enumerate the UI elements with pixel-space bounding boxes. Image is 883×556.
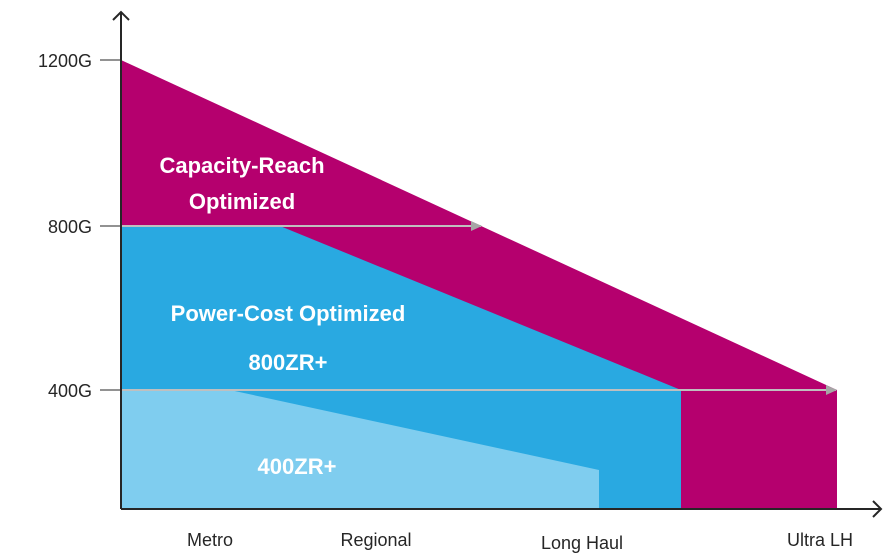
zr800-label: 800ZR+: [249, 350, 328, 375]
x-label-long-haul: Long Haul: [541, 533, 623, 553]
zr400-label: 400ZR+: [258, 454, 337, 479]
x-label-regional: Regional: [340, 530, 411, 550]
capacity-reach-label-line1: Capacity-Reach: [159, 153, 324, 178]
capacity-reach-label-line2: Optimized: [189, 189, 295, 214]
y-tick-label-400: 400G: [48, 381, 92, 401]
y-tick-label-1200: 1200G: [38, 51, 92, 71]
zr400-region: [121, 390, 599, 509]
x-label-metro: Metro: [187, 530, 233, 550]
power-cost-label: Power-Cost Optimized: [171, 301, 406, 326]
y-tick-label-800: 800G: [48, 217, 92, 237]
x-label-ultra-lh: Ultra LH: [787, 530, 853, 550]
